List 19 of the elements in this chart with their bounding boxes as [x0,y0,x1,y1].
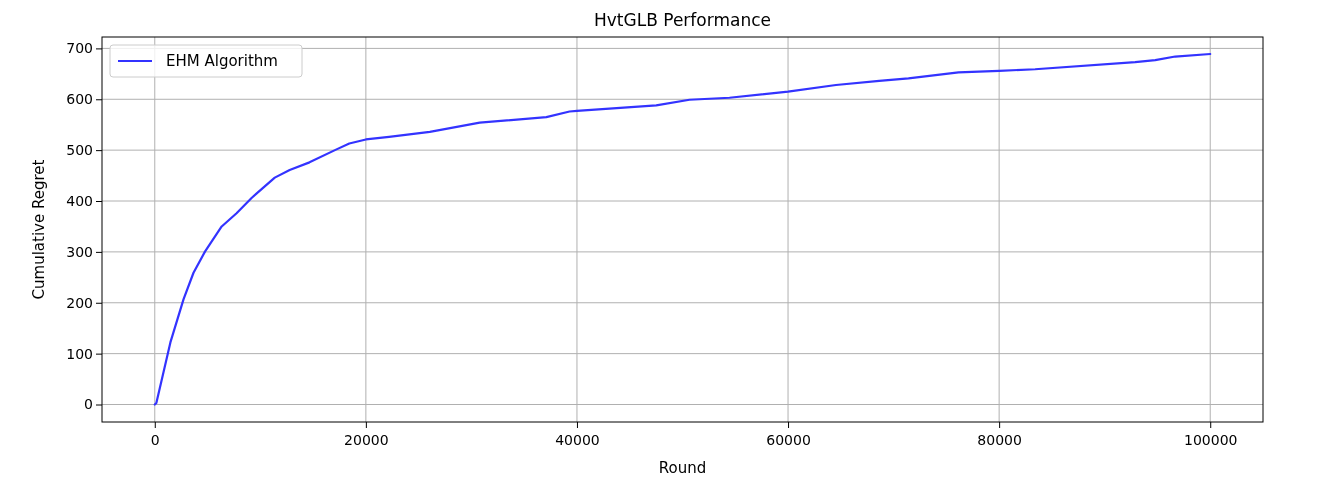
x-tick-label: 0 [150,432,160,448]
y-tick-label: 300 [66,243,93,260]
y-axis-title: Cumulative Regret [30,159,48,300]
y-tick-label: 0 [84,396,93,413]
y-tick-label: 600 [66,91,93,108]
y-tick-label: 200 [66,294,93,311]
y-tick-label: 700 [66,40,93,57]
x-tick-label: 20000 [344,432,389,448]
x-tick-label: 100000 [1184,432,1238,448]
x-tick-label: 40000 [555,432,600,448]
y-tick-label: 100 [66,345,93,362]
x-tick-label: 60000 [766,432,811,448]
line-series [153,52,1212,406]
legend-label: EHM Algorithm [166,52,278,70]
y-tick-label: 500 [66,142,93,159]
y-tick-label: 400 [66,192,93,209]
x-axis-title: Round [658,459,707,477]
chart-title: HvtGLB Performance [594,10,771,30]
x-tick-label: 80000 [977,432,1022,448]
